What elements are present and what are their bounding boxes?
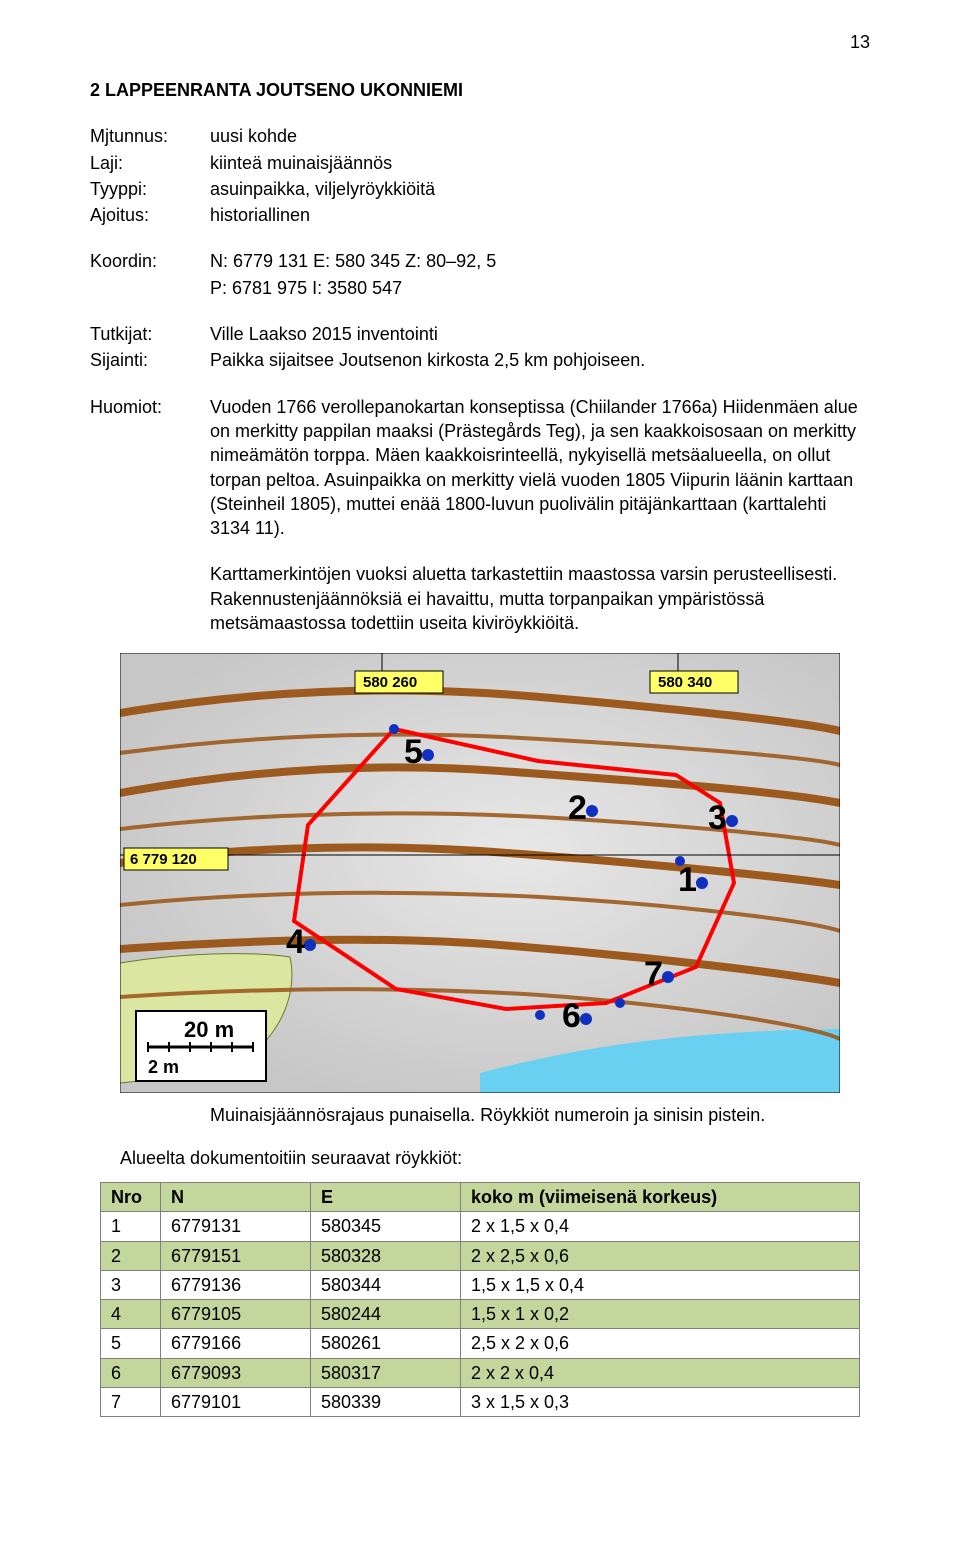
table-cell: 580345 [311, 1212, 461, 1241]
table-cell: 6779101 [161, 1388, 311, 1417]
table-cell: 2 [101, 1241, 161, 1270]
table-row: 167791315803452 x 1,5 x 0,4 [101, 1212, 860, 1241]
field-block-1: Mjtunnus:uusi kohdeLaji:kiinteä muinaisj… [90, 124, 870, 229]
field-value: P: 6781 975 I: 3580 547 [210, 276, 496, 302]
body-text: Karttamerkintöjen vuoksi aluetta tarkast… [210, 562, 870, 635]
field-table-3: Tutkijat:Ville Laakso 2015 inventointiSi… [90, 322, 645, 375]
field-label: Mjtunnus: [90, 124, 210, 150]
field-block-3: Tutkijat:Ville Laakso 2015 inventointiSi… [90, 322, 870, 375]
svg-text:4: 4 [286, 923, 305, 961]
huomiot-table: Huomiot: Vuoden 1766 verollepanokartan k… [90, 395, 870, 543]
table-cell: 6779151 [161, 1241, 311, 1270]
field-label: Laji: [90, 151, 210, 177]
field-table-2: Koordin:N: 6779 131 E: 580 345 Z: 80–92,… [90, 249, 496, 302]
table-cell: 6779136 [161, 1270, 311, 1299]
table-cell: 580339 [311, 1388, 461, 1417]
table-cell: 1 [101, 1212, 161, 1241]
field-table-1: Mjtunnus:uusi kohdeLaji:kiinteä muinaisj… [90, 124, 435, 229]
map-caption: Muinaisjäännösrajaus punaisella. Röykkiö… [210, 1103, 870, 1127]
field-label: Sijainti: [90, 348, 210, 374]
table-cell: 1,5 x 1 x 0,2 [461, 1300, 860, 1329]
table-row: 267791515803282 x 2,5 x 0,6 [101, 1241, 860, 1270]
field-label: Huomiot: [90, 395, 210, 543]
svg-text:5: 5 [404, 733, 423, 771]
field-value: historiallinen [210, 203, 435, 229]
page-number: 13 [850, 30, 870, 54]
table-cell: 6 [101, 1358, 161, 1387]
field-value: N: 6779 131 E: 580 345 Z: 80–92, 5 [210, 249, 496, 275]
table-intro: Alueelta dokumentoitiin seuraavat röykki… [120, 1146, 870, 1170]
table-cell: 6779166 [161, 1329, 311, 1358]
table-header-cell: koko m (viimeisenä korkeus) [461, 1182, 860, 1211]
page: 13 2 LAPPEENRANTA JOUTSENO UKONNIEMI Mjt… [0, 0, 960, 1477]
roykkio-table: NroNEkoko m (viimeisenä korkeus) 1677913… [100, 1182, 860, 1417]
svg-text:3: 3 [708, 799, 727, 837]
svg-text:2 m: 2 m [148, 1057, 179, 1077]
svg-text:580 340: 580 340 [658, 674, 712, 691]
table-cell: 6779105 [161, 1300, 311, 1329]
svg-text:1: 1 [678, 861, 697, 899]
table-cell: 7 [101, 1388, 161, 1417]
svg-text:2: 2 [568, 789, 587, 827]
table-cell: 580261 [311, 1329, 461, 1358]
svg-text:6: 6 [562, 997, 581, 1035]
table-cell: 4 [101, 1300, 161, 1329]
table-cell: 3 x 1,5 x 0,3 [461, 1388, 860, 1417]
table-cell: 580317 [311, 1358, 461, 1387]
field-value: asuinpaikka, viljelyröykkiöitä [210, 177, 435, 203]
field-value: kiinteä muinaisjäännös [210, 151, 435, 177]
table-header-cell: N [161, 1182, 311, 1211]
svg-text:580 260: 580 260 [363, 674, 417, 691]
svg-text:20 m: 20 m [184, 1017, 234, 1042]
table-cell: 580344 [311, 1270, 461, 1299]
table-row: 467791055802441,5 x 1 x 0,2 [101, 1300, 860, 1329]
huomiot-text-2: Karttamerkintöjen vuoksi aluetta tarkast… [210, 562, 870, 635]
field-label [90, 276, 210, 302]
table-header-cell: E [311, 1182, 461, 1211]
table-cell: 6779093 [161, 1358, 311, 1387]
table-cell: 580328 [311, 1241, 461, 1270]
table-cell: 3 [101, 1270, 161, 1299]
site-map: 1 2 3 4 5 6 7 580 260 580 340 6 779 120 20 m2 m [120, 653, 840, 1093]
table-cell: 2 x 2 x 0,4 [461, 1358, 860, 1387]
map-container: 1 2 3 4 5 6 7 580 260 580 340 6 779 120 20 m2 m [120, 653, 840, 1093]
field-block-2: Koordin:N: 6779 131 E: 580 345 Z: 80–92,… [90, 249, 870, 302]
field-value: Ville Laakso 2015 inventointi [210, 322, 645, 348]
table-cell: 2,5 x 2 x 0,6 [461, 1329, 860, 1358]
field-value: Paikka sijaitsee Joutsenon kirkosta 2,5 … [210, 348, 645, 374]
field-value: uusi kohde [210, 124, 435, 150]
table-row: 567791665802612,5 x 2 x 0,6 [101, 1329, 860, 1358]
table-cell: 580244 [311, 1300, 461, 1329]
table-cell: 2 x 1,5 x 0,4 [461, 1212, 860, 1241]
huomiot-block: Huomiot: Vuoden 1766 verollepanokartan k… [90, 395, 870, 543]
table-header-cell: Nro [101, 1182, 161, 1211]
table-cell: 2 x 2,5 x 0,6 [461, 1241, 860, 1270]
table-row: 667790935803172 x 2 x 0,4 [101, 1358, 860, 1387]
site-title: 2 LAPPEENRANTA JOUTSENO UKONNIEMI [90, 78, 870, 102]
field-label: Koordin: [90, 249, 210, 275]
table-header-row: NroNEkoko m (viimeisenä korkeus) [101, 1182, 860, 1211]
field-label: Tutkijat: [90, 322, 210, 348]
huomiot-text-1: Vuoden 1766 verollepanokartan konseptiss… [210, 395, 870, 543]
table-cell: 5 [101, 1329, 161, 1358]
table-cell: 1,5 x 1,5 x 0,4 [461, 1270, 860, 1299]
table-row: 767791015803393 x 1,5 x 0,3 [101, 1388, 860, 1417]
field-label: Tyyppi: [90, 177, 210, 203]
table-cell: 6779131 [161, 1212, 311, 1241]
svg-text:7: 7 [644, 955, 663, 993]
svg-text:6 779 120: 6 779 120 [130, 851, 197, 868]
table-row: 367791365803441,5 x 1,5 x 0,4 [101, 1270, 860, 1299]
field-label: Ajoitus: [90, 203, 210, 229]
